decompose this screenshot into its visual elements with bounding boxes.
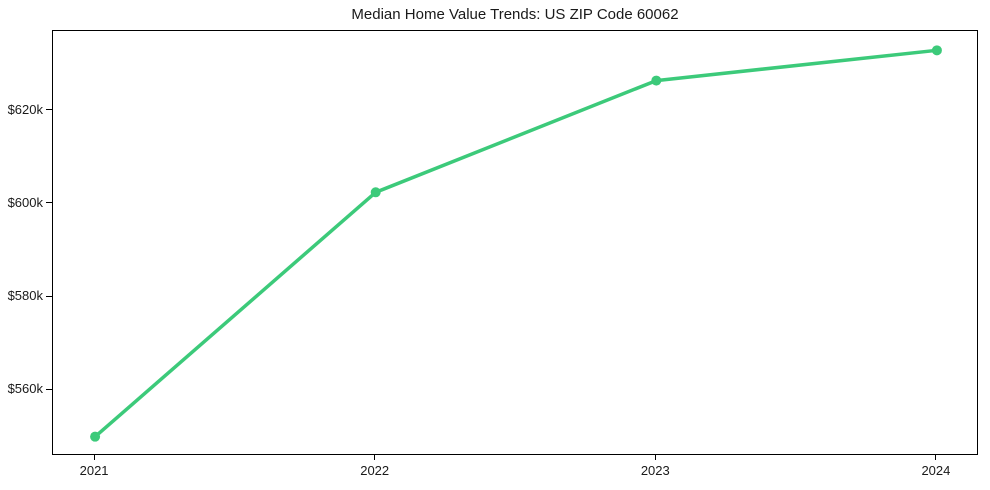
- x-tick-mark: [374, 455, 376, 460]
- y-tick-label: $560k: [7, 381, 43, 397]
- data-point-marker: [651, 75, 662, 86]
- chart-title: Median Home Value Trends: US ZIP Code 60…: [351, 6, 679, 23]
- data-point-marker: [370, 187, 381, 198]
- x-tick-mark: [935, 455, 937, 460]
- line-chart-canvas: [90, 45, 942, 442]
- y-tick-mark: [46, 109, 52, 111]
- y-tick-label: $600k: [7, 194, 43, 210]
- x-tick-mark: [93, 455, 95, 460]
- plot-area: [52, 30, 978, 455]
- x-tick-label: 2021: [79, 463, 109, 478]
- y-tick-mark: [46, 388, 52, 390]
- y-tick-mark: [46, 202, 52, 204]
- data-point-marker: [90, 431, 101, 442]
- y-tick-label: $620k: [7, 101, 43, 117]
- x-tick-label: 2022: [360, 463, 390, 478]
- x-tick-label: 2024: [921, 463, 951, 478]
- x-tick-label: 2023: [640, 463, 670, 478]
- data-point-marker: [931, 45, 942, 56]
- x-tick-mark: [654, 455, 656, 460]
- trend-line: [93, 48, 939, 439]
- y-tick-label: $580k: [7, 288, 43, 304]
- y-tick-mark: [46, 295, 52, 297]
